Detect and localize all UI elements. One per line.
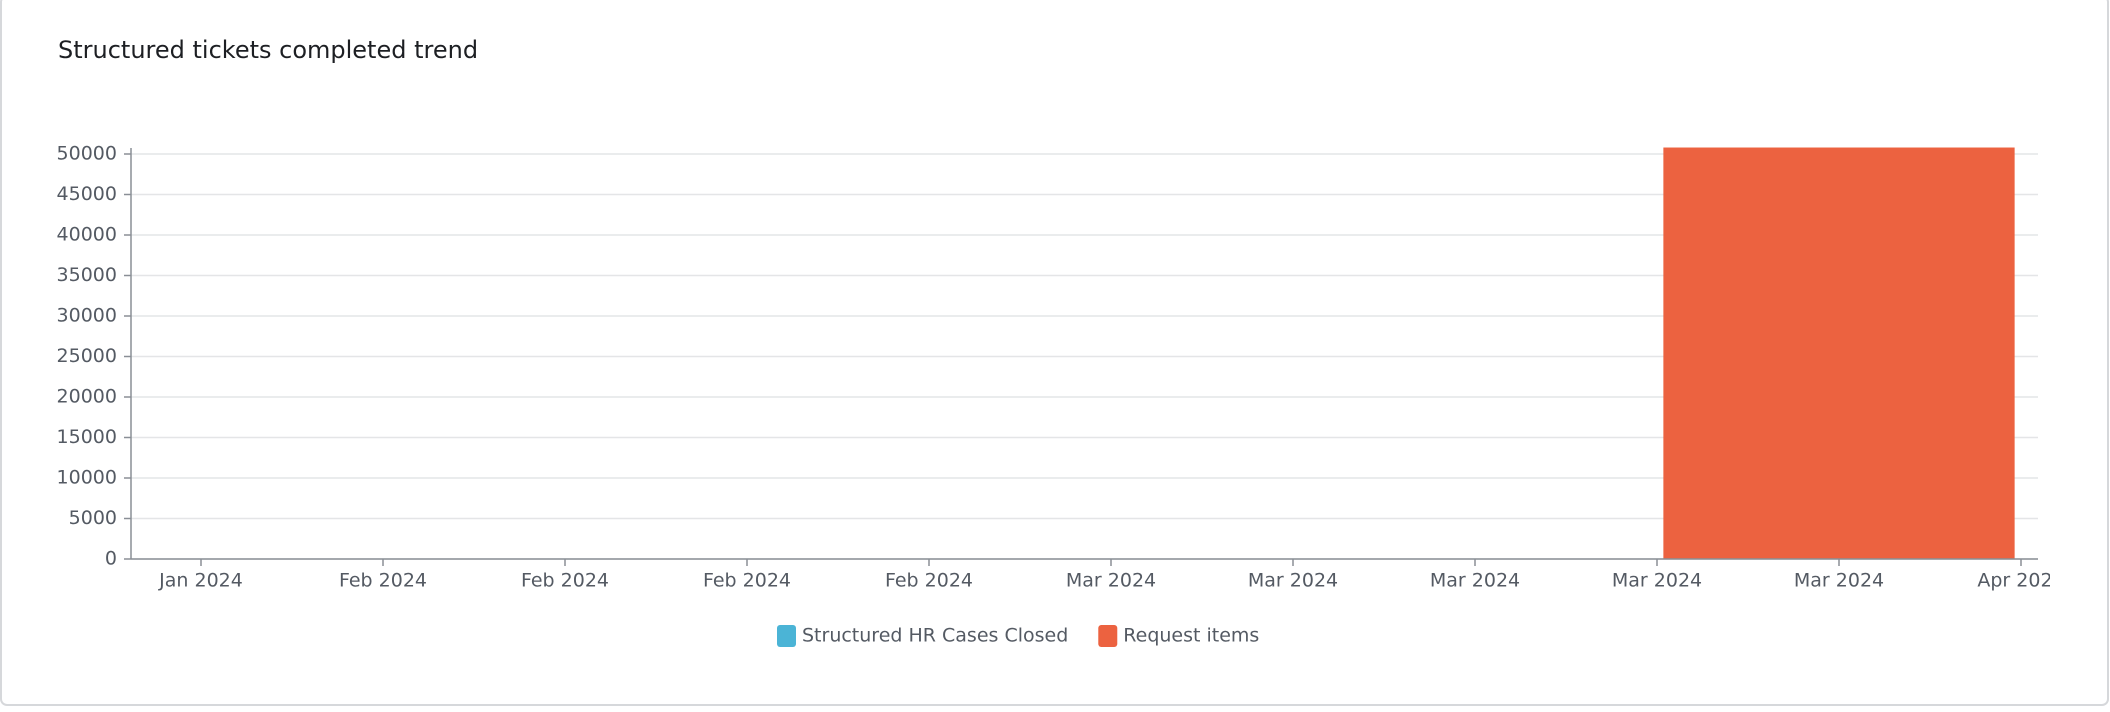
y-tick-label: 10000 — [57, 467, 117, 489]
legend-swatch — [777, 625, 796, 647]
legend-item: Request items — [1098, 625, 1259, 647]
y-tick-label: 45000 — [57, 183, 117, 205]
x-tick-label: Feb 2024 — [885, 570, 973, 592]
legend-swatch — [1098, 625, 1118, 647]
x-tick-label: Jan 2024 — [158, 570, 243, 592]
x-tick-label: Mar 2024 — [1794, 570, 1884, 592]
x-tick-label: Mar 2024 — [1430, 570, 1520, 592]
legend-label: Structured HR Cases Closed — [802, 625, 1068, 647]
x-tick-label: Feb 2024 — [521, 570, 609, 592]
x-tick-label: Feb 2024 — [703, 570, 791, 592]
y-tick-label: 0 — [105, 548, 117, 570]
bar — [1663, 147, 2015, 559]
y-tick-label: 25000 — [57, 345, 117, 367]
x-tick-label: Mar 2024 — [1612, 570, 1702, 592]
y-tick-label: 30000 — [57, 305, 117, 327]
x-tick-label: Feb 2024 — [339, 570, 427, 592]
y-tick-label: 15000 — [57, 426, 117, 448]
y-tick-label: 50000 — [57, 143, 117, 165]
x-tick-label: Mar 2024 — [1248, 570, 1338, 592]
y-tick-label: 35000 — [57, 264, 117, 286]
x-tick-label: Mar 2024 — [1066, 570, 1156, 592]
chart-title: Structured tickets completed trend — [58, 36, 478, 64]
y-tick-label: 20000 — [57, 386, 117, 408]
legend-label: Request items — [1123, 625, 1259, 647]
legend-item: Structured HR Cases Closed — [777, 625, 1068, 647]
y-tick-label: 40000 — [57, 224, 117, 246]
y-tick-label: 5000 — [69, 507, 117, 529]
x-tick-label: Apr 2024 — [1977, 570, 2064, 592]
